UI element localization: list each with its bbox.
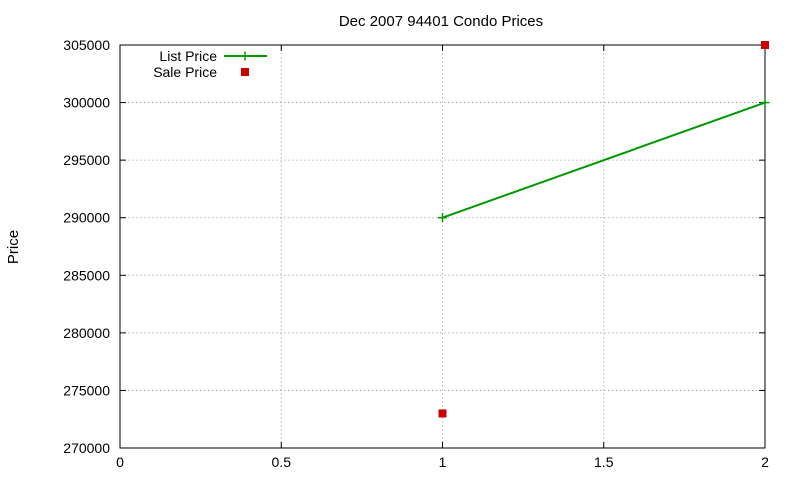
x-tick-label: 0	[116, 454, 124, 470]
y-tick-label: 305000	[63, 37, 110, 53]
y-tick-label: 275000	[63, 382, 110, 398]
legend-marker-list-price	[240, 51, 250, 61]
y-tick-label: 300000	[63, 95, 110, 111]
y-axis-label: Price	[5, 230, 22, 264]
ticks-layer: 0 0.5 1 1.5 2 270000 275000 280000 285000 290000 2…	[63, 37, 769, 470]
list-price-point	[438, 213, 447, 223]
y-tick-label: 295000	[63, 152, 110, 168]
legend-label-list-price: List Price	[159, 48, 217, 64]
chart-title: Dec 2007 94401 Condo Prices	[339, 13, 543, 30]
list-price-point	[760, 98, 770, 108]
x-tick-label: 2	[761, 454, 769, 470]
list-price-line	[442, 101, 766, 219]
sale-price-point	[438, 409, 447, 418]
x-tick-label: 0.5	[272, 454, 292, 470]
x-tick-label: 1.5	[594, 454, 614, 470]
y-tick-label: 280000	[63, 325, 110, 341]
x-tick-label: 1	[439, 454, 447, 470]
sale-price-point	[761, 41, 769, 49]
series-layer	[438, 41, 770, 418]
legend-marker-sale-price	[241, 68, 249, 76]
y-tick-label: 270000	[63, 440, 110, 456]
legend-label-sale-price: Sale Price	[153, 64, 217, 80]
y-tick-label: 285000	[63, 267, 110, 283]
grid-layer	[120, 45, 765, 448]
y-tick-label: 290000	[63, 210, 110, 226]
